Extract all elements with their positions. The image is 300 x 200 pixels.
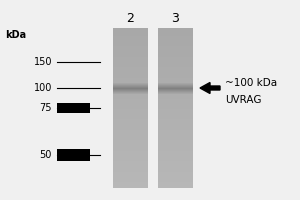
Bar [57, 149, 90, 161]
Text: kDa: kDa [5, 30, 26, 40]
Text: 50: 50 [40, 150, 52, 160]
Text: UVRAG: UVRAG [225, 95, 262, 105]
Bar [57, 103, 90, 113]
FancyArrow shape [200, 82, 220, 94]
Text: 150: 150 [34, 57, 52, 67]
Text: ~100 kDa: ~100 kDa [225, 78, 277, 88]
Text: 75: 75 [40, 103, 52, 113]
Text: 2: 2 [126, 11, 134, 24]
Text: 3: 3 [171, 11, 179, 24]
Text: 100: 100 [34, 83, 52, 93]
